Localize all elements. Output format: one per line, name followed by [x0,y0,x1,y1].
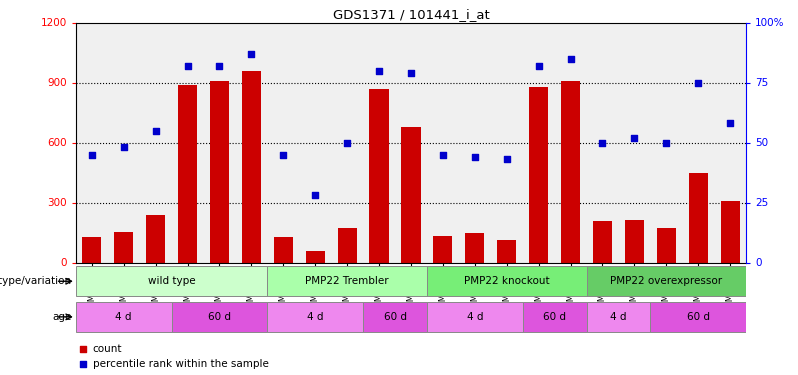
Point [245,51,258,57]
Point [277,152,290,157]
Bar [363,302,427,332]
Point [85,152,98,157]
Bar [172,302,267,332]
Bar [401,126,421,262]
Bar [721,201,740,262]
Bar [76,302,172,332]
Text: 60 d: 60 d [543,312,566,322]
Text: 60 d: 60 d [384,312,406,322]
Text: PMP22 knockout: PMP22 knockout [464,276,550,286]
Bar [433,236,452,262]
Point [373,68,385,74]
Bar [561,81,580,262]
Bar [146,214,165,262]
Bar [369,88,389,262]
Point [468,154,481,160]
Bar [114,231,133,262]
Bar [523,302,587,332]
Point [596,140,609,146]
Bar [82,237,101,262]
Point [564,56,577,62]
Text: 60 d: 60 d [687,312,709,322]
Bar [267,266,427,296]
Point [76,346,89,352]
Point [724,120,737,126]
Text: 60 d: 60 d [208,312,231,322]
Point [532,63,545,69]
Text: percentile rank within the sample: percentile rank within the sample [93,359,268,369]
Text: 4 d: 4 d [610,312,626,322]
Text: wild type: wild type [148,276,196,286]
Point [213,63,226,69]
Text: genotype/variation: genotype/variation [0,276,72,286]
Bar [242,70,261,262]
Bar [689,172,708,262]
Bar [306,251,325,262]
Point [692,80,705,86]
Point [76,361,89,367]
Bar [650,302,746,332]
Bar [178,84,197,262]
Bar [338,228,357,262]
Bar [497,240,516,262]
Point [341,140,354,146]
Bar [427,266,587,296]
Point [181,63,194,69]
Text: count: count [93,344,122,354]
Point [309,192,322,198]
Bar [593,220,612,262]
Point [500,156,513,162]
Point [628,135,641,141]
Bar [76,266,267,296]
Bar [529,87,548,262]
Point [117,144,130,150]
Bar [465,232,484,262]
Bar [427,302,523,332]
Title: GDS1371 / 101441_i_at: GDS1371 / 101441_i_at [333,8,489,21]
Point [149,128,162,134]
Point [405,70,417,76]
Text: PMP22 overexpressor: PMP22 overexpressor [610,276,722,286]
Text: 4 d: 4 d [467,312,483,322]
Bar [625,219,644,262]
Text: age: age [53,312,72,322]
Point [437,152,449,157]
Text: 4 d: 4 d [116,312,132,322]
Bar [657,228,676,262]
Text: 4 d: 4 d [307,312,323,322]
Bar [274,237,293,262]
Bar [210,81,229,262]
Bar [587,266,746,296]
Bar [587,302,650,332]
Point [660,140,673,146]
Text: PMP22 Trembler: PMP22 Trembler [306,276,389,286]
Bar [267,302,363,332]
